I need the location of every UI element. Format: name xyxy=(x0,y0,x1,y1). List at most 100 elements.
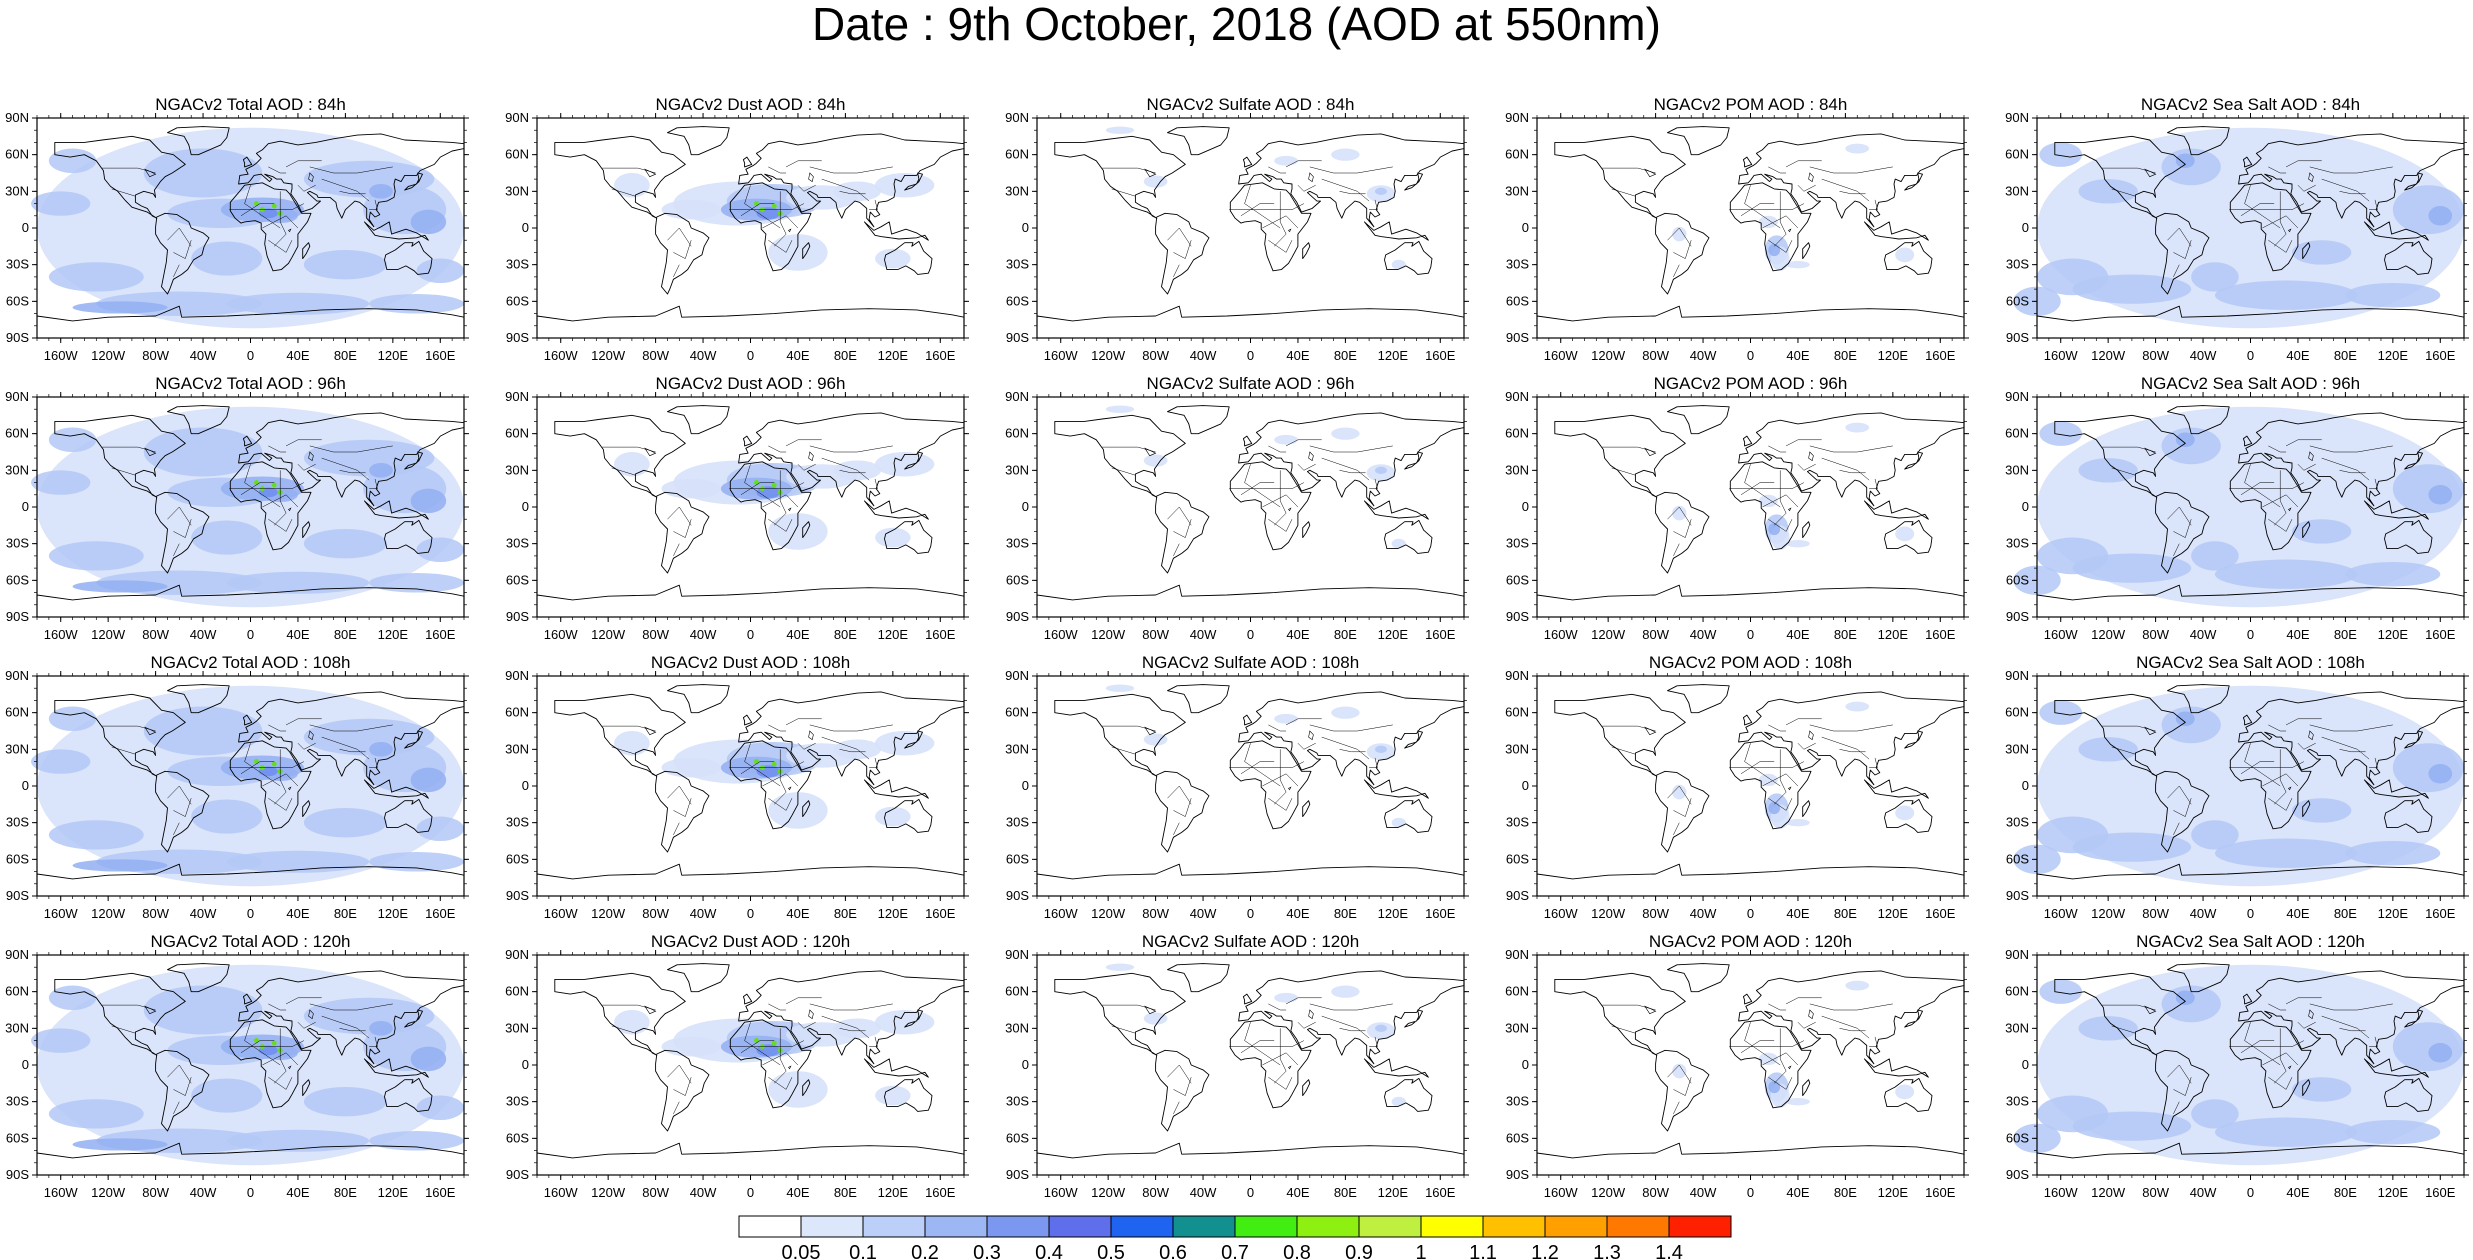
coastline xyxy=(1667,684,1730,714)
border xyxy=(667,227,692,247)
border xyxy=(309,166,393,174)
aod-patch xyxy=(1375,187,1387,195)
border xyxy=(2268,1076,2293,1090)
lake xyxy=(308,172,314,183)
border xyxy=(1268,1003,1287,1011)
aod-patch xyxy=(72,580,168,593)
lon-tick-label: 80W xyxy=(2142,627,2169,642)
border xyxy=(744,464,781,508)
lake xyxy=(1644,726,1657,736)
coastline xyxy=(1238,133,1465,228)
lon-tick-label: 120W xyxy=(1591,627,1626,642)
lat-tick-label: 90N xyxy=(5,110,29,125)
aod-patch xyxy=(1768,1080,1781,1094)
coastline xyxy=(238,691,465,786)
aod-patch xyxy=(303,250,387,280)
panel-title: NGACv2 Dust AOD : 96h xyxy=(655,374,846,393)
coastline xyxy=(2054,693,2186,777)
border xyxy=(1809,166,1893,174)
border xyxy=(1673,1101,1680,1115)
lon-tick-label: 120W xyxy=(1591,906,1626,921)
coastline xyxy=(1667,405,1730,435)
coastline xyxy=(738,412,965,507)
aod-patch xyxy=(1143,454,1168,467)
colorbar-label: 0.8 xyxy=(1283,1242,1311,1260)
border xyxy=(2111,1025,2136,1034)
border xyxy=(240,203,275,217)
lon-tick-label: 160W xyxy=(2044,627,2079,642)
lon-tick-label: 160W xyxy=(2044,1185,2079,1200)
coastline xyxy=(2302,1079,2311,1097)
aod-patch xyxy=(416,1095,464,1120)
lon-tick-label: 120W xyxy=(2091,627,2126,642)
lake xyxy=(144,1005,157,1015)
border xyxy=(2268,724,2287,732)
world-map: 90N 60N 30N 0 30S 60S 90S 160W 120W 80W 40W 0 40E 80E… xyxy=(2005,947,2469,1200)
aod-patch xyxy=(1672,226,1687,242)
coastline xyxy=(1904,730,1923,749)
aod-patch xyxy=(2214,838,2358,868)
border xyxy=(1167,1064,1192,1084)
coastline xyxy=(2363,221,2429,241)
lon-tick-label: 40E xyxy=(2286,627,2309,642)
border xyxy=(2240,203,2275,217)
lake xyxy=(644,168,657,178)
coastlines xyxy=(1536,405,1965,618)
aod-patch xyxy=(614,452,650,477)
border xyxy=(1297,184,1316,192)
aod-patch xyxy=(410,1046,447,1072)
lon-tick-label: 120E xyxy=(2378,627,2409,642)
coastline xyxy=(1729,182,1812,272)
border xyxy=(268,724,287,732)
coastline xyxy=(2404,451,2423,470)
lon-tick-label: 120W xyxy=(2091,906,2126,921)
coastline xyxy=(1384,519,1433,554)
lat-tick-label: 30N xyxy=(1005,462,1029,477)
border xyxy=(1762,1052,1799,1066)
coastline xyxy=(54,414,186,498)
coastline xyxy=(667,684,730,714)
panel-title: NGACv2 POM AOD : 108h xyxy=(1648,653,1853,672)
coastline xyxy=(1363,500,1429,520)
coastline xyxy=(242,993,253,1005)
border xyxy=(2240,1040,2275,1054)
colorbar-swatch xyxy=(1234,1215,1298,1238)
country-borders xyxy=(102,439,393,557)
border xyxy=(1673,822,1680,836)
lake xyxy=(644,726,657,736)
lon-tick-label: 0 xyxy=(1747,627,1754,642)
lon-tick-label: 40W xyxy=(2190,906,2217,921)
aod-patch xyxy=(614,731,650,756)
map-panel: NGACv2 Total AOD : 120h 90N 60N 30N 0 30S 60S 9… xyxy=(5,932,469,1200)
coastlines xyxy=(1036,963,1465,1176)
colorbar-label: 0.05 xyxy=(782,1242,821,1260)
lat-tick-label: 60S xyxy=(6,293,29,308)
lat-tick-label: 0 xyxy=(1522,1057,1529,1072)
border xyxy=(262,215,299,229)
lon-tick-label: 80E xyxy=(1334,906,1357,921)
border xyxy=(2297,1021,2316,1029)
border xyxy=(2285,718,2322,726)
coastline xyxy=(155,770,210,853)
lat-tick-label: 60S xyxy=(506,572,529,587)
border xyxy=(1762,773,1799,787)
coastline xyxy=(2054,972,2186,1056)
aod-field xyxy=(1105,405,1406,549)
coastline xyxy=(238,970,465,1065)
panel-title: NGACv2 Total AOD : 96h xyxy=(155,374,346,393)
border xyxy=(369,478,378,489)
coastline xyxy=(1742,435,1753,447)
border xyxy=(321,178,370,202)
border xyxy=(1797,1021,1816,1029)
border xyxy=(1729,1040,1805,1047)
border xyxy=(1167,227,1192,247)
coastline xyxy=(884,519,933,554)
border xyxy=(729,1040,805,1047)
lake xyxy=(2288,507,2292,512)
coastline xyxy=(2242,993,2253,1005)
lon-tick-label: 120W xyxy=(2091,348,2126,363)
lat-tick-label: 60N xyxy=(505,705,529,720)
coastline xyxy=(2229,182,2312,272)
border xyxy=(809,445,893,453)
aod-patch xyxy=(410,209,447,235)
